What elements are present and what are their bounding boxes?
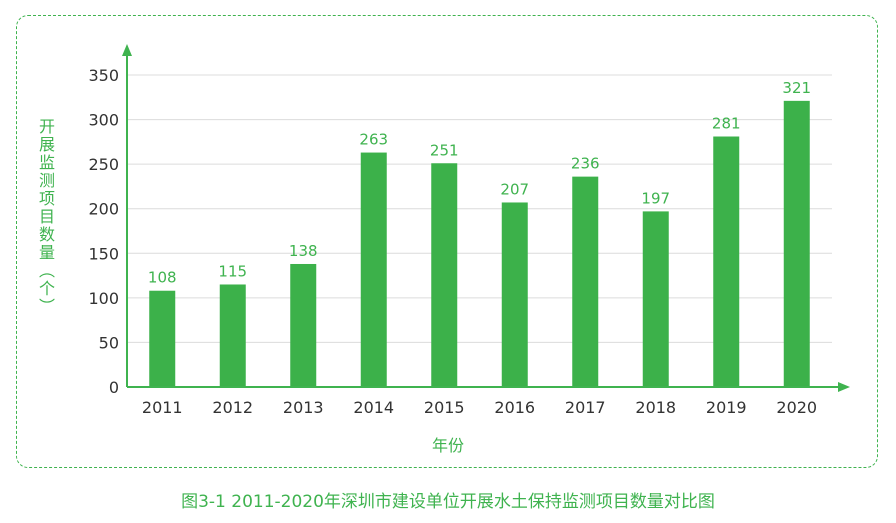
bar [572, 176, 599, 387]
bar [501, 202, 528, 387]
x-axis-arrow [838, 382, 850, 392]
bar [431, 163, 458, 387]
x-tick-label: 2016 [494, 398, 535, 417]
y-tick-label: 0 [109, 378, 119, 397]
x-tick-label: 2019 [706, 398, 747, 417]
x-tick-label: 2020 [776, 398, 817, 417]
bar [783, 100, 810, 387]
bar [149, 290, 176, 387]
x-tick-label: 2012 [212, 398, 253, 417]
data-label: 197 [641, 189, 670, 207]
bar [290, 263, 317, 387]
x-tick-label: 2015 [424, 398, 465, 417]
bar [642, 211, 669, 387]
figure-caption: 图3-1 2011-2020年深圳市建设单位开展水土保持监测项目数量对比图 [181, 492, 715, 512]
y-tick-label: 100 [88, 289, 119, 308]
y-tick-label: 250 [88, 155, 119, 174]
x-axis-title: 年份 [431, 436, 464, 455]
data-label: 108 [148, 269, 177, 287]
y-axis-title: 开展监测项目数量（个） [36, 118, 55, 316]
chart-frame [16, 15, 878, 468]
data-label: 251 [430, 141, 459, 159]
bar [713, 136, 740, 387]
y-tick-label: 200 [88, 200, 119, 219]
x-tick-label: 2013 [283, 398, 324, 417]
data-label: 281 [712, 115, 741, 133]
data-label: 321 [782, 79, 811, 97]
axes [122, 44, 850, 392]
bars [149, 100, 810, 387]
data-label: 236 [571, 155, 600, 173]
value-labels: 108 115 138 263 251 207 236 197 281 321 [148, 79, 811, 287]
data-label: 207 [500, 180, 529, 198]
y-tick-label: 50 [99, 333, 119, 352]
data-label: 115 [218, 262, 247, 280]
x-tick-label: 2014 [353, 398, 394, 417]
y-tick-labels: 0 50 100 150 200 250 300 350 [88, 66, 119, 397]
y-tick-label: 300 [88, 111, 119, 130]
y-axis-arrow [122, 44, 132, 56]
x-tick-labels: 2011 2012 2013 2014 2015 2016 2017 2018 2019 2020 [142, 398, 817, 417]
bar [219, 284, 246, 387]
data-label: 263 [359, 131, 388, 149]
x-tick-label: 2017 [565, 398, 606, 417]
x-tick-label: 2011 [142, 398, 183, 417]
bar [360, 152, 387, 387]
y-tick-label: 350 [88, 66, 119, 85]
y-tick-label: 150 [88, 244, 119, 263]
data-label: 138 [289, 242, 318, 260]
x-tick-label: 2018 [635, 398, 676, 417]
